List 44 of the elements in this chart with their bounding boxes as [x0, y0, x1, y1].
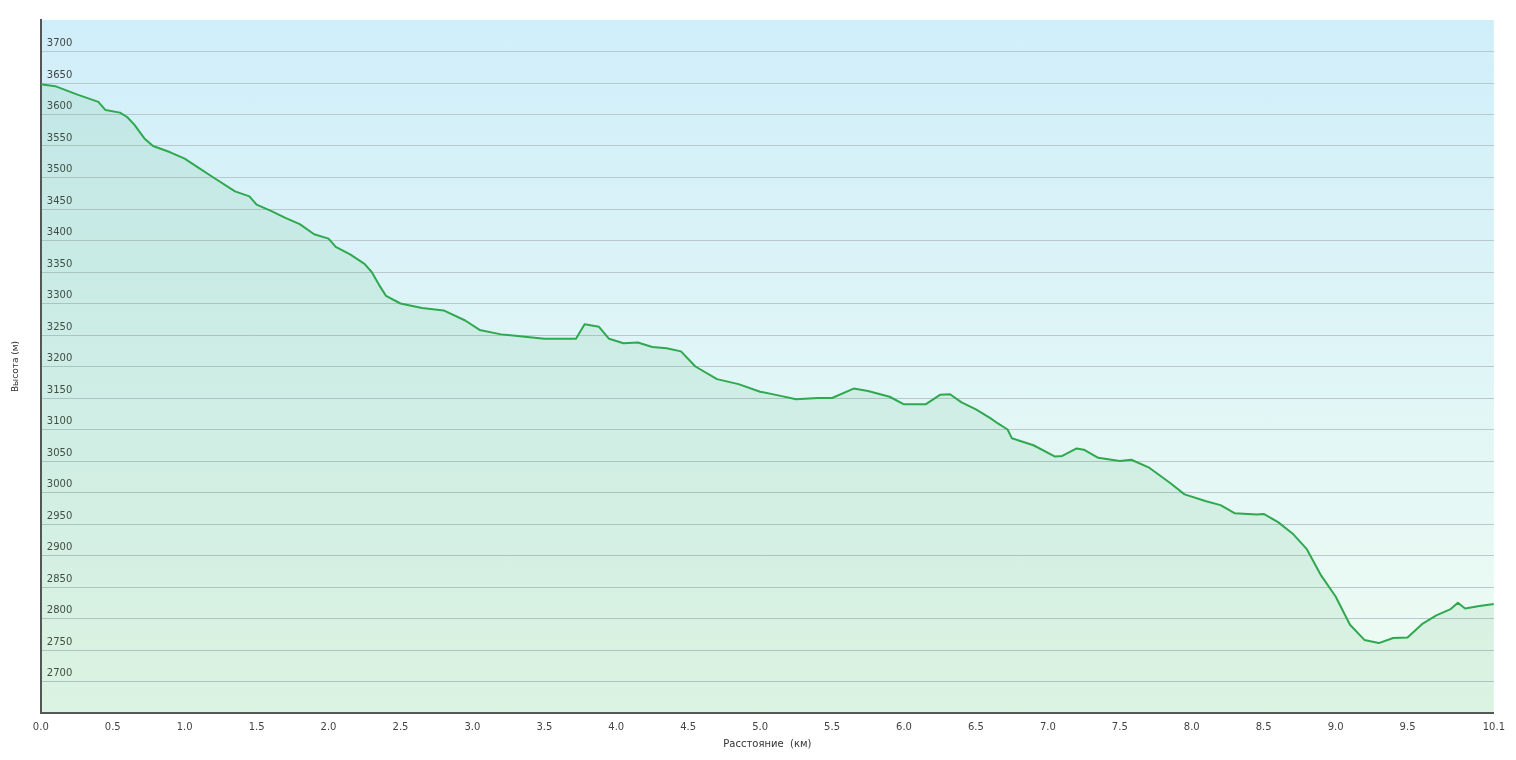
- y-tick-label: 3300: [46, 289, 73, 301]
- x-tick-label: 3.0: [464, 720, 481, 732]
- x-tick-label: 8.5: [1255, 720, 1272, 732]
- x-tick-label: 6.0: [896, 720, 912, 732]
- y-tick-label: 3100: [46, 415, 73, 427]
- y-tick-label: 3700: [46, 37, 73, 49]
- x-tick-label: 4.5: [680, 720, 697, 732]
- x-tick-label: 5.0: [752, 720, 769, 732]
- y-tick-label: 3550: [46, 131, 73, 143]
- y-tick-label: 2850: [46, 572, 73, 584]
- x-tick-label: 5.5: [824, 720, 841, 732]
- x-tick-label: 3.5: [536, 720, 553, 732]
- y-tick-label: 2800: [46, 604, 73, 616]
- y-tick-label: 3150: [46, 383, 73, 395]
- y-tick-label: 2900: [46, 541, 73, 553]
- x-tick-label: 7.5: [1111, 720, 1128, 732]
- x-tick-label: 6.5: [967, 720, 984, 732]
- y-tick-label: 2750: [46, 635, 73, 647]
- x-tick-label: 7.0: [1039, 720, 1056, 732]
- y-tick-label: 3350: [46, 257, 73, 269]
- x-tick-label: 2.5: [392, 720, 409, 732]
- y-axis-title: Высота (м): [9, 340, 20, 393]
- y-tick-label: 3500: [46, 163, 73, 175]
- x-tick-label: 1.5: [248, 720, 265, 732]
- x-tick-label: 8.0: [1183, 720, 1200, 732]
- x-tick-label: 1.0: [176, 720, 193, 732]
- x-axis-title: Расстояние (км): [723, 737, 812, 749]
- x-tick-label: 10.1: [1482, 720, 1505, 732]
- y-tick-label: 2700: [46, 667, 73, 679]
- y-tick-label: 3200: [46, 352, 73, 364]
- y-tick-label: 3400: [46, 226, 73, 238]
- y-tick-label: 3650: [46, 68, 73, 80]
- x-tick-label: 0.5: [104, 720, 121, 732]
- y-tick-label: 2950: [46, 509, 73, 521]
- y-tick-label: 3250: [46, 320, 73, 332]
- x-tick-label: 9.5: [1399, 720, 1416, 732]
- y-tick-label: 3000: [46, 478, 73, 490]
- x-tick-label: 0.0: [32, 720, 49, 732]
- y-tick-label: 3450: [46, 194, 73, 206]
- y-tick-label: 3050: [46, 446, 73, 458]
- y-tick-label: 3600: [46, 100, 73, 112]
- x-tick-label: 4.0: [608, 720, 625, 732]
- x-tick-label: 2.0: [320, 720, 337, 732]
- x-tick-label: 9.0: [1327, 720, 1344, 732]
